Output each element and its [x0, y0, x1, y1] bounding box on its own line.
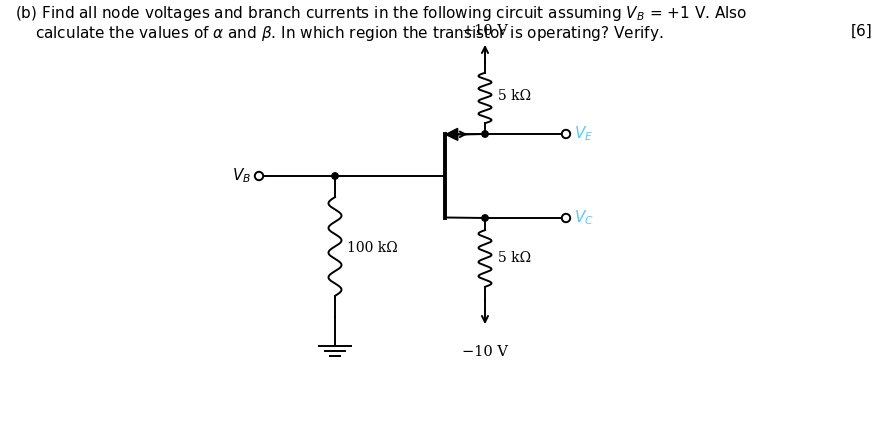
Text: $V_B$: $V_B$ [232, 167, 251, 185]
Polygon shape [446, 128, 458, 140]
Circle shape [255, 172, 263, 180]
Text: calculate the values of $\alpha$ and $\beta$. In which region the transistor is : calculate the values of $\alpha$ and $\b… [35, 24, 664, 43]
Text: 5 kΩ: 5 kΩ [498, 89, 531, 103]
Circle shape [481, 215, 489, 221]
Text: [6]: [6] [850, 24, 872, 39]
Circle shape [332, 173, 338, 179]
Circle shape [562, 214, 570, 222]
Circle shape [562, 130, 570, 138]
Text: (b) Find all node voltages and branch currents in the following circuit assuming: (b) Find all node voltages and branch cu… [15, 4, 747, 23]
Text: −10 V: −10 V [462, 345, 508, 359]
Text: +10 V: +10 V [462, 24, 508, 38]
Text: $V_C$: $V_C$ [574, 209, 594, 227]
Text: $V_E$: $V_E$ [574, 125, 593, 143]
Circle shape [481, 131, 489, 137]
Text: 100 kΩ: 100 kΩ [347, 241, 397, 256]
Text: 5 kΩ: 5 kΩ [498, 251, 531, 266]
